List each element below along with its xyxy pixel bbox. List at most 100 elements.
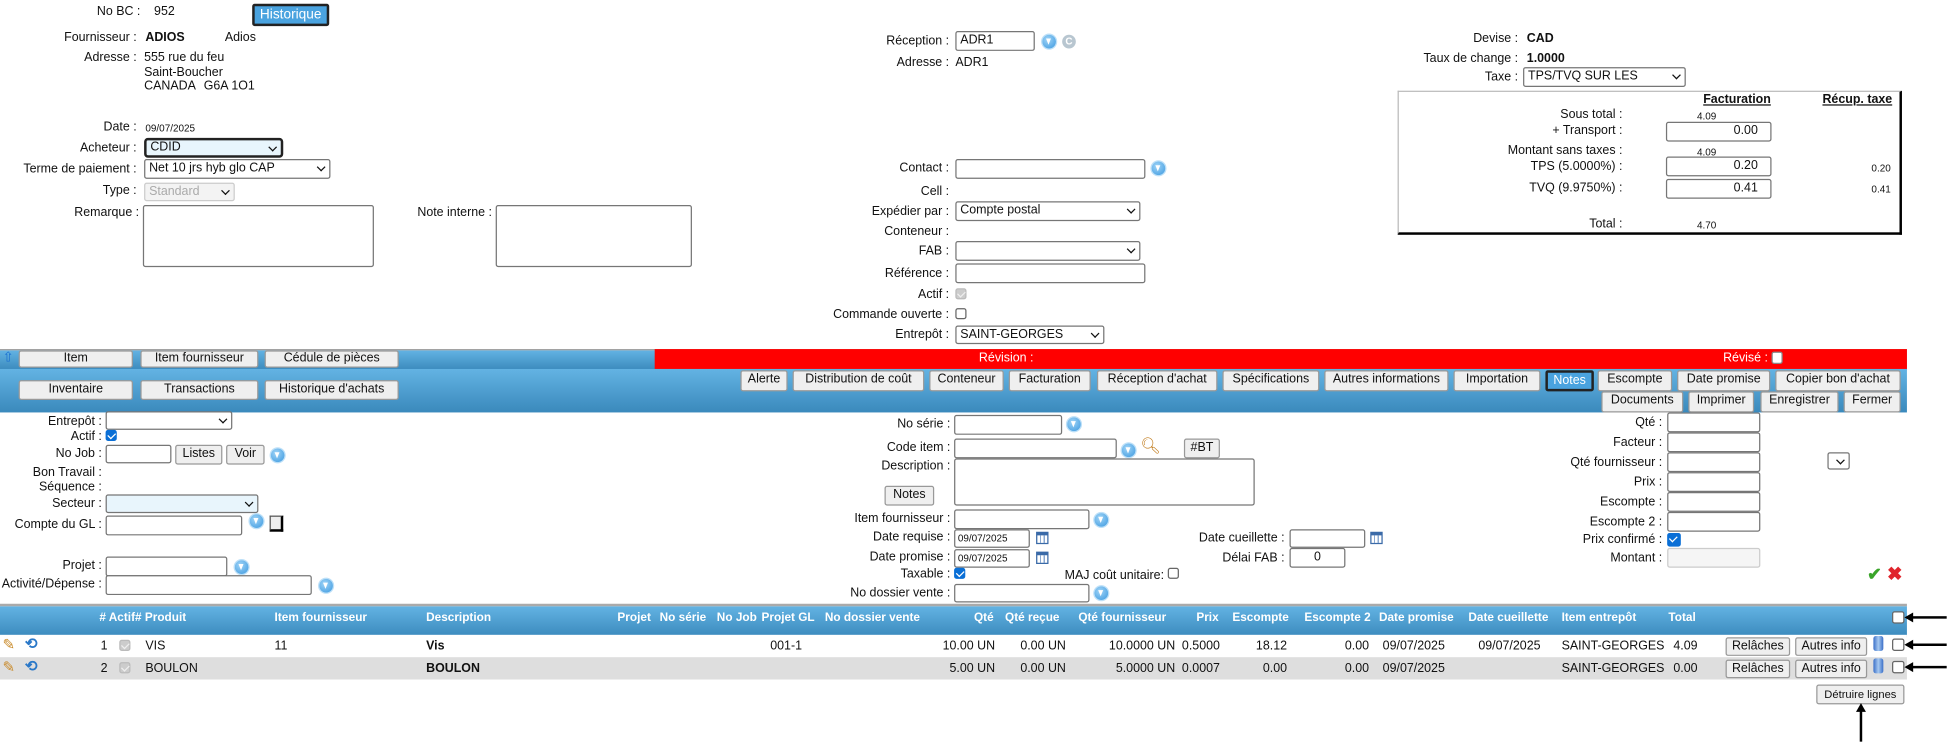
commande-ouverte-checkbox[interactable] <box>955 308 967 320</box>
imprimer-button[interactable]: Imprimer <box>1688 391 1755 413</box>
terme-paiement-select[interactable]: Net 10 jrs hyb glo CAP <box>144 159 331 179</box>
secteur-select[interactable] <box>105 494 259 514</box>
row-select-checkbox[interactable] <box>1892 660 1905 674</box>
cancel-x-icon[interactable]: ✖ <box>1887 564 1903 586</box>
calendar-icon[interactable] <box>1036 551 1049 565</box>
autres-informations-button[interactable]: Autres informations <box>1324 370 1449 392</box>
distribution-cout-button[interactable]: Distribution de coût <box>792 370 925 392</box>
tab-transactions[interactable]: Transactions <box>140 380 259 401</box>
line-actif-checkbox[interactable] <box>105 429 117 442</box>
item-fournisseur-input[interactable] <box>954 509 1090 530</box>
activite-input[interactable] <box>105 575 312 596</box>
prix-confirme-checkbox[interactable] <box>1667 532 1681 547</box>
documents-button[interactable]: Documents <box>1601 391 1684 413</box>
tvq-input[interactable]: 0.41 <box>1665 178 1772 199</box>
voir-button[interactable]: Voir <box>226 444 265 465</box>
trash-icon[interactable] <box>1873 658 1884 674</box>
facturation-button[interactable]: Facturation <box>1008 370 1091 392</box>
dropdown-icon[interactable] <box>1121 443 1136 458</box>
revise-checkbox[interactable] <box>1771 351 1783 364</box>
tab-historique-achats[interactable]: Historique d'achats <box>264 380 399 401</box>
dropdown-icon[interactable] <box>1094 513 1109 527</box>
fermer-button[interactable]: Fermer <box>1843 391 1901 413</box>
tab-inventaire[interactable]: Inventaire <box>18 380 133 401</box>
edit-pencil-icon[interactable]: ✎ <box>2 636 15 654</box>
trash-icon[interactable] <box>1873 636 1884 651</box>
notes-tab-active[interactable]: Notes <box>1545 370 1594 392</box>
search-icon[interactable]: 🔍︎ <box>1140 436 1161 455</box>
contact-input[interactable] <box>955 159 1146 179</box>
entrepot-select[interactable]: SAINT-GEORGES <box>955 325 1105 345</box>
importation-button[interactable]: Importation <box>1453 370 1541 392</box>
alerte-button[interactable]: Alerte <box>740 370 788 392</box>
transport-input[interactable]: 0.00 <box>1665 121 1772 142</box>
qte-fournisseur-input[interactable] <box>1667 452 1761 473</box>
select-all-checkbox[interactable] <box>1892 611 1905 624</box>
taxe-select[interactable]: TPS/TVQ SUR LES ACHATS <box>1523 67 1686 87</box>
acheteur-select[interactable]: CDID <box>144 137 284 158</box>
date-promise-button[interactable]: Date promise <box>1677 370 1771 392</box>
bt-button[interactable]: #BT <box>1183 438 1220 459</box>
dropdown-icon[interactable] <box>1094 586 1109 601</box>
escompte2-input[interactable] <box>1667 511 1761 532</box>
notes-button[interactable]: Notes <box>884 485 935 506</box>
tps-input[interactable]: 0.20 <box>1665 156 1772 177</box>
calendar-icon[interactable] <box>1036 531 1049 545</box>
relaches-button[interactable]: Relâches <box>1725 637 1791 656</box>
date-promise-input[interactable]: 09/07/2025 <box>954 549 1030 568</box>
note-interne-textarea[interactable] <box>495 204 692 268</box>
dropdown-icon[interactable] <box>234 560 249 574</box>
escompte-button[interactable]: Escompte <box>1597 370 1673 392</box>
date-cueillette-input[interactable] <box>1289 529 1366 548</box>
reception-achat-button[interactable]: Réception d'achat <box>1096 370 1218 392</box>
delai-fab-input[interactable]: 0 <box>1289 547 1346 568</box>
unit-select[interactable] <box>1827 452 1850 470</box>
facteur-input[interactable] <box>1667 432 1761 453</box>
expedier-select[interactable]: Compte postal <box>955 201 1141 222</box>
row-select-checkbox[interactable] <box>1892 638 1905 651</box>
code-item-input[interactable] <box>954 438 1117 459</box>
calendar-icon[interactable] <box>1370 531 1383 545</box>
prix-input[interactable] <box>1667 472 1761 492</box>
dropdown-icon[interactable] <box>249 514 264 528</box>
refresh-icon[interactable]: ⟲ <box>24 657 38 675</box>
date-requise-input[interactable]: 09/07/2025 <box>954 529 1030 548</box>
qte-input[interactable] <box>1667 412 1761 433</box>
copier-bon-achat-button[interactable]: Copier bon d'achat <box>1775 370 1901 392</box>
line-entrepot-select[interactable] <box>105 411 233 430</box>
dropdown-icon[interactable] <box>1151 161 1166 176</box>
reference-input[interactable] <box>955 263 1146 284</box>
no-dossier-vente-input[interactable] <box>954 583 1090 603</box>
document-icon[interactable] <box>269 515 284 532</box>
confirm-check-icon[interactable]: ✔ <box>1867 564 1882 584</box>
remarque-textarea[interactable] <box>142 204 374 268</box>
dropdown-icon[interactable] <box>1067 417 1081 432</box>
tab-cedule-pieces[interactable]: Cédule de pièces <box>264 350 399 368</box>
reception-input[interactable]: ADR1 <box>955 31 1035 51</box>
listes-button[interactable]: Listes <box>175 444 223 465</box>
dropdown-icon[interactable] <box>319 578 333 593</box>
maj-cout-checkbox[interactable] <box>1167 567 1179 579</box>
tab-item[interactable]: Item <box>18 350 133 368</box>
detruire-lignes-button[interactable]: Détruire lignes <box>1816 684 1905 705</box>
refresh-icon[interactable]: ⟲ <box>24 634 38 653</box>
specifications-button[interactable]: Spécifications <box>1222 370 1320 392</box>
dropdown-icon[interactable] <box>270 448 285 463</box>
edit-pencil-icon[interactable]: ✎ <box>2 658 15 676</box>
description-textarea[interactable] <box>954 458 1255 506</box>
conteneur-button[interactable]: Conteneur <box>929 370 1004 392</box>
tab-item-fournisseur[interactable]: Item fournisseur <box>140 350 259 368</box>
clear-icon[interactable]: C <box>1062 34 1076 49</box>
projet-input[interactable] <box>105 556 228 577</box>
enregistrer-button[interactable]: Enregistrer <box>1760 391 1839 413</box>
no-job-input[interactable] <box>105 444 172 464</box>
taxable-checkbox[interactable] <box>954 567 966 579</box>
escompte-input[interactable] <box>1667 491 1761 512</box>
relaches-button[interactable]: Relâches <box>1725 659 1791 679</box>
collapse-up-icon[interactable]: ⇧ <box>2 350 14 366</box>
historique-button[interactable]: Historique <box>252 3 330 27</box>
compte-gl-input[interactable] <box>105 515 243 536</box>
autres-info-button[interactable]: Autres info <box>1795 637 1868 656</box>
no-serie-input[interactable] <box>954 414 1063 435</box>
autres-info-button[interactable]: Autres info <box>1795 659 1868 679</box>
